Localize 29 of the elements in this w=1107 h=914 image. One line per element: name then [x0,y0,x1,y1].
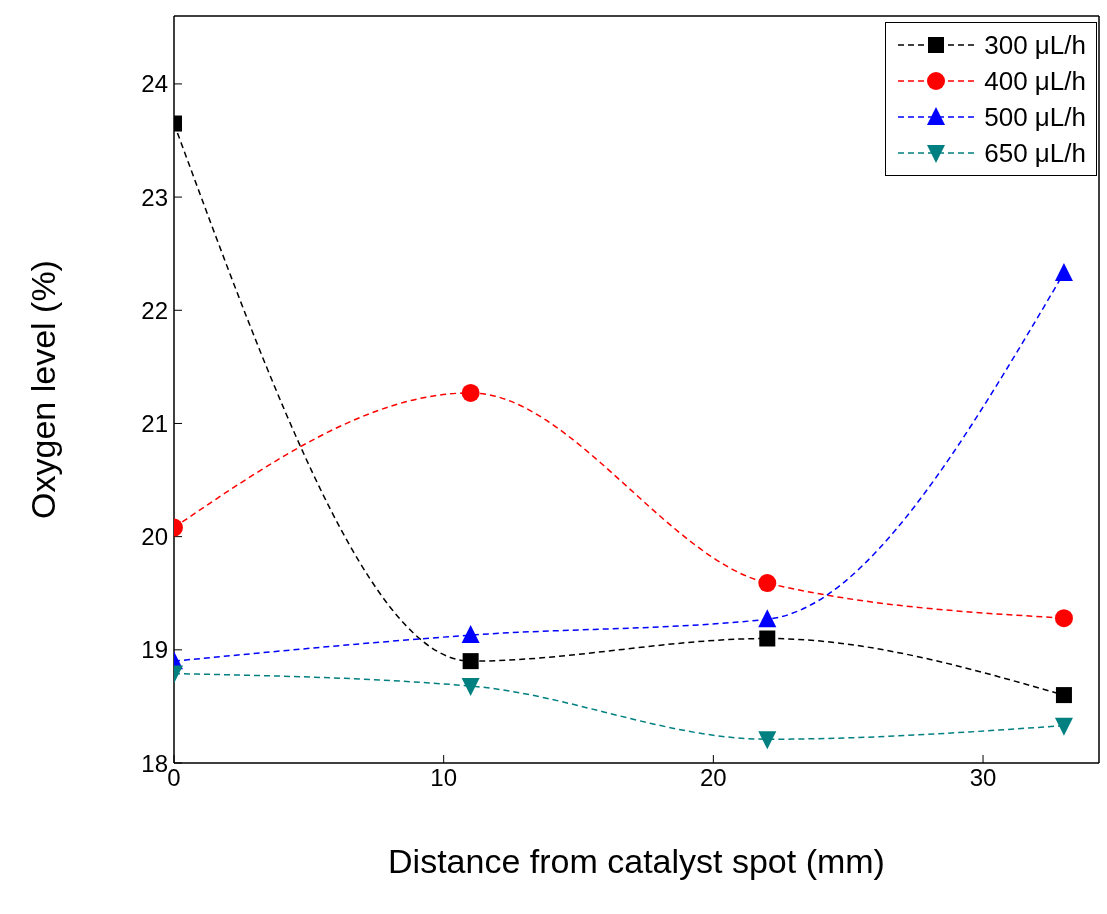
y-tick-label: 22 [141,296,168,324]
point [1054,262,1073,281]
legend-label: 500 μL/h [984,101,1086,133]
y-tick-label: 23 [141,183,168,211]
legend-label: 400 μL/h [984,65,1086,97]
legend-label: 650 μL/h [984,137,1086,169]
x-tick-label: 0 [167,764,181,792]
point [1054,609,1073,628]
point [461,625,480,644]
y-tick-label: 24 [141,70,168,98]
x-tick-label: 20 [700,764,727,792]
point [461,383,480,402]
point [758,574,777,593]
y-tick-label: 20 [141,523,168,551]
y-axis-title: Oxygen level (%) [24,260,63,519]
x-tick-label: 10 [430,764,458,792]
point [1055,687,1072,704]
x-tick-label: 30 [969,764,997,792]
point [1054,717,1073,736]
point [759,630,776,647]
y-tick-label: 21 [141,409,168,437]
point [758,731,777,750]
y-tick-label: 18 [141,749,168,777]
y-tick-label: 19 [141,636,168,664]
legend-label: 300 μL/h [984,29,1086,61]
point [462,653,479,670]
x-axis-title: Distance from catalyst spot (mm) [388,842,885,880]
point [758,609,777,628]
point [461,678,480,697]
